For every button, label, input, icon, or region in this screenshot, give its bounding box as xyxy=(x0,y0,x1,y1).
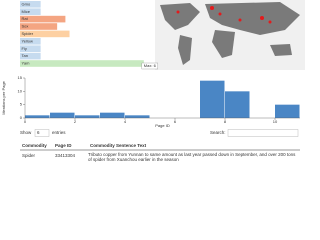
header-cell[interactable]: Commodity Sentence Text xyxy=(90,143,147,148)
bar-label: Tan xyxy=(22,53,28,58)
x-tick-label: 10 xyxy=(273,119,278,124)
bar-label: Yellow xyxy=(22,38,34,43)
hist-bar[interactable] xyxy=(275,104,300,118)
bar[interactable] xyxy=(20,8,41,15)
cell: 33413304 xyxy=(55,153,76,158)
tooltip-box xyxy=(141,62,159,70)
cell: Tributo copper from Yunnan to same amoun… xyxy=(88,152,296,162)
bar-label: Yam xyxy=(22,61,31,66)
x-tick-label: 2 xyxy=(74,119,77,124)
bar[interactable] xyxy=(20,23,58,30)
bar[interactable] xyxy=(20,38,41,45)
x-axis-label: Page ID xyxy=(155,123,170,128)
bar-label: Gmo xyxy=(22,1,31,6)
search-label: Search: xyxy=(210,130,226,135)
x-tick-label: 8 xyxy=(224,119,227,124)
hist-bar[interactable] xyxy=(50,112,75,118)
tooltip: Max: 6 xyxy=(144,63,157,68)
bar[interactable] xyxy=(20,52,41,60)
x-tick-label: 6 xyxy=(174,119,177,124)
bar[interactable] xyxy=(20,45,41,52)
bar[interactable] xyxy=(20,15,66,23)
hist-bar[interactable] xyxy=(225,91,250,118)
y-tick-label: 15 xyxy=(18,75,23,80)
hist-bar[interactable] xyxy=(100,112,125,118)
header-cell[interactable]: Page ID xyxy=(55,143,72,148)
table: Show 6 entries Search: Commodity Page ID… xyxy=(20,129,300,162)
entries-label: entries xyxy=(52,130,66,135)
hist-bar[interactable] xyxy=(25,115,50,118)
dashboard: Show 6 entries Search: Commodity Page ID… xyxy=(1,0,305,162)
hist-bar[interactable] xyxy=(125,115,150,118)
y-tick-label: 10 xyxy=(18,88,23,93)
show-label: Show xyxy=(20,130,32,135)
hist-bar[interactable] xyxy=(75,115,100,118)
y-tick-label: 5 xyxy=(20,102,23,107)
bar[interactable] xyxy=(20,60,144,67)
bar[interactable] xyxy=(20,30,70,38)
bar-label: Spider xyxy=(22,31,34,36)
y-tick-label: 0 xyxy=(20,115,23,120)
hist-bar[interactable] xyxy=(200,80,225,118)
header-cell[interactable]: Commodity xyxy=(22,143,47,148)
bar[interactable] xyxy=(20,1,41,8)
bar-label: Fly xyxy=(22,46,27,51)
entries-count[interactable]: 6 xyxy=(37,130,40,135)
bar-label: Rat xyxy=(22,16,29,21)
x-tick-label: 4 xyxy=(124,119,127,124)
x-tick-label: 0 xyxy=(24,119,27,124)
map xyxy=(155,0,305,70)
bar-label: Mice xyxy=(22,9,31,14)
cell: Spider xyxy=(22,153,36,158)
bar-label: Sox xyxy=(22,24,29,29)
entries-select[interactable] xyxy=(34,129,50,137)
y-axis-label: Mentions per Page xyxy=(1,80,6,114)
search-input[interactable] xyxy=(227,129,299,137)
